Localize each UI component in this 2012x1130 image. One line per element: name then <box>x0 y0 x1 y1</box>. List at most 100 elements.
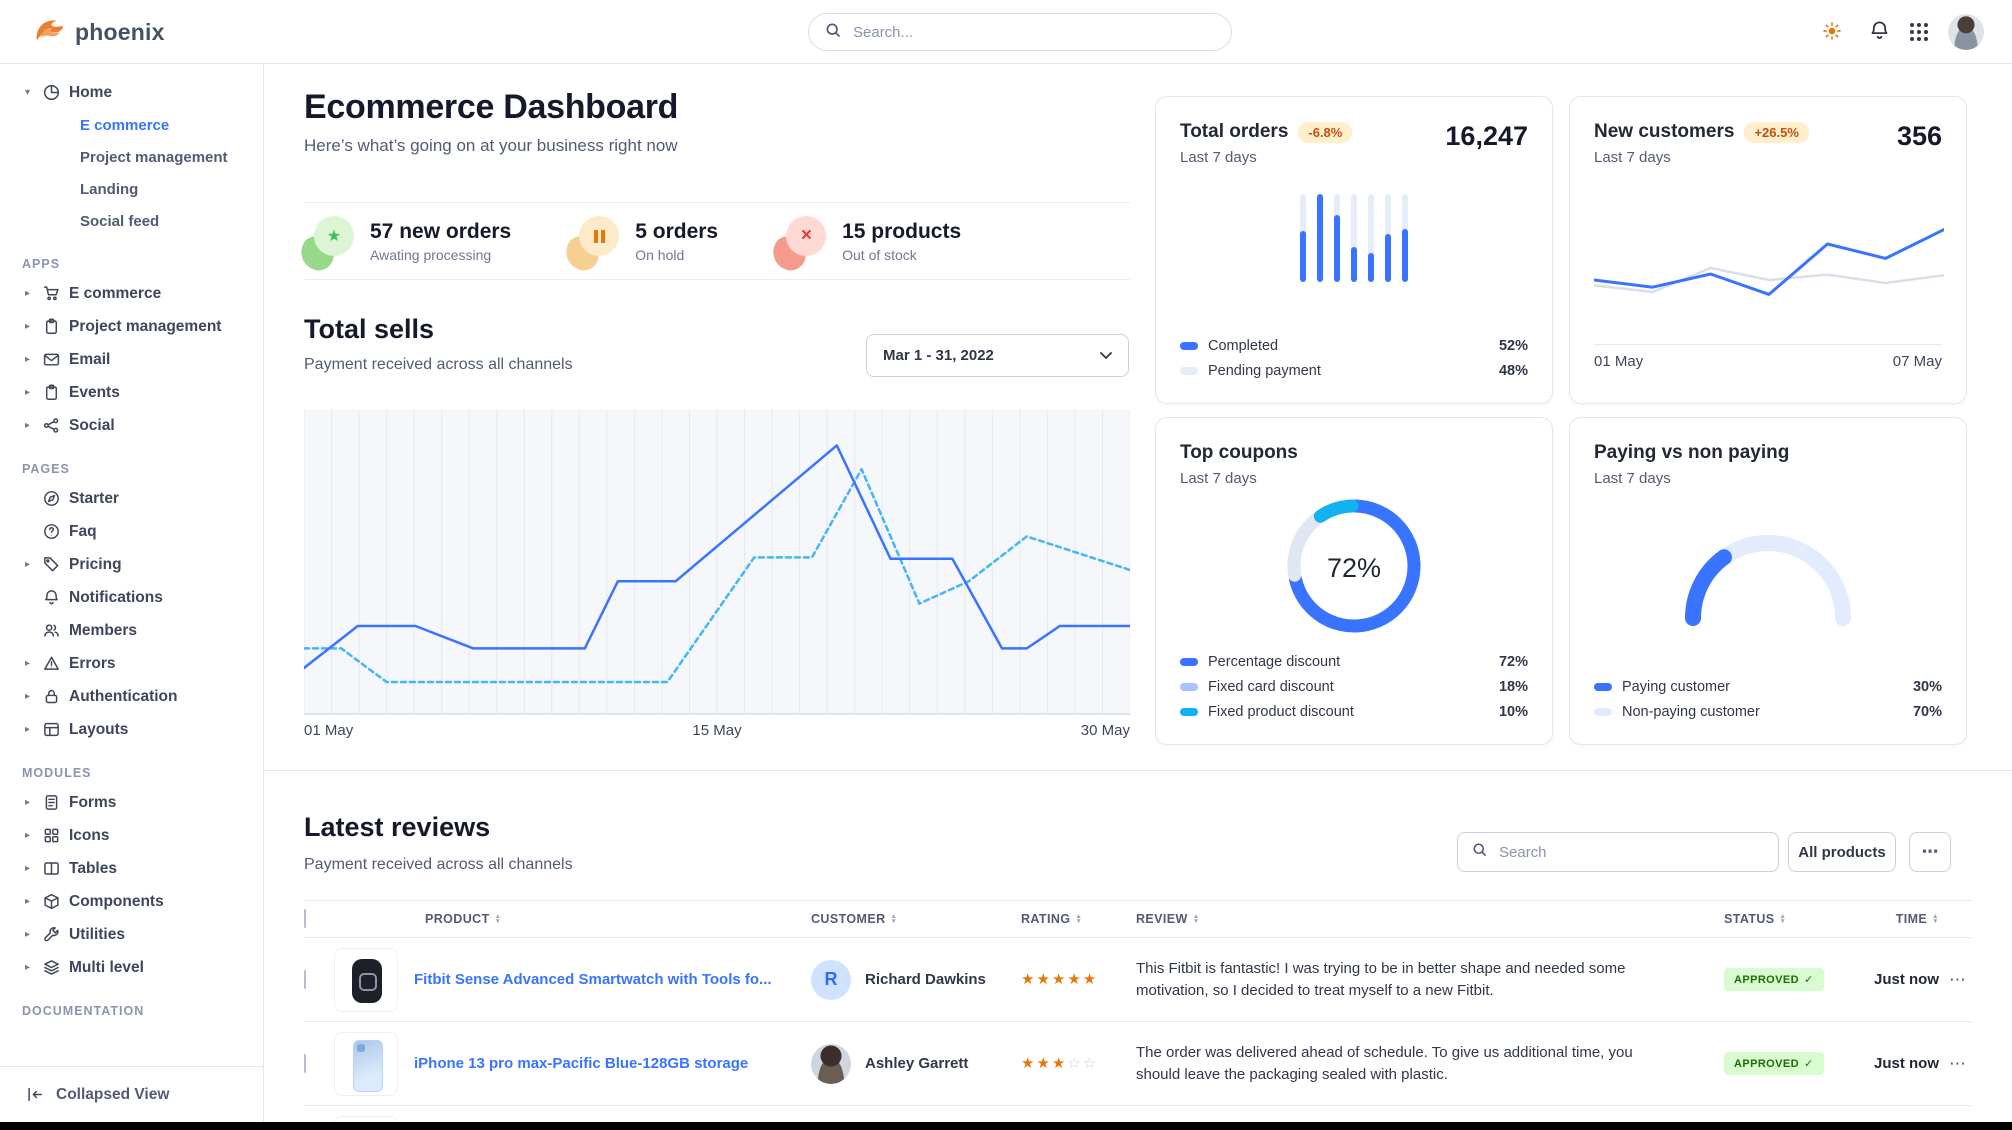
page-title: Ecommerce Dashboard <box>304 88 679 126</box>
tag-icon <box>42 556 60 574</box>
legend-chip-pending <box>1180 367 1198 375</box>
share-nodes-icon <box>42 417 60 435</box>
sidebar-item-multi-level[interactable]: ▸ Multi level <box>0 951 263 984</box>
sidebar-item-project-management[interactable]: Project management <box>80 148 228 166</box>
sidebar-item-social[interactable]: ▸ Social <box>0 409 263 442</box>
total-sells-subtitle: Payment received across all channels <box>304 356 573 373</box>
reviews-more-button[interactable]: ⋯ <box>1909 832 1951 872</box>
sidebar-item-landing[interactable]: Landing <box>80 180 139 198</box>
warning-triangle-icon <box>42 655 60 673</box>
question-circle-icon <box>42 523 60 541</box>
bell-icon <box>1869 20 1890 44</box>
calendar-clipboard-icon <box>42 384 60 402</box>
cube-icon <box>42 893 60 911</box>
sidebar-item-faq[interactable]: Faq <box>0 515 263 548</box>
column-product[interactable]: PRODUCT ▲ ▼ <box>425 912 502 926</box>
search-input[interactable] <box>851 22 1215 42</box>
bottom-bar <box>0 1122 2012 1130</box>
product-thumbnail[interactable] <box>334 947 398 1012</box>
sidebar-item-members[interactable]: Members <box>0 614 263 647</box>
grid-apps-icon <box>1910 23 1928 41</box>
sidebar-item-ecommerce[interactable]: E commerce <box>80 116 170 134</box>
row-checkbox[interactable] <box>304 969 306 989</box>
cart-icon <box>42 285 60 303</box>
row-checkbox[interactable] <box>304 1053 306 1073</box>
top-navbar: phoenix <box>0 0 2012 64</box>
sidebar-item-pricing[interactable]: ▸ Pricing <box>0 548 263 581</box>
sidebar-item-icons[interactable]: ▸ Icons <box>0 819 263 852</box>
product-thumbnail[interactable] <box>334 1031 398 1096</box>
caret-down-icon: ▾ <box>24 87 31 98</box>
chevron-down-icon <box>1100 347 1112 364</box>
file-lines-icon <box>42 794 60 812</box>
caret-right-icon: ▸ <box>24 420 31 431</box>
sidebar-item-events[interactable]: ▸ Events <box>0 376 263 409</box>
card-title: Top coupons <box>1180 442 1298 463</box>
new-customers-chart <box>1594 228 1944 296</box>
app-launcher-button[interactable] <box>1910 23 1928 41</box>
orders-bar-chart <box>1300 194 1408 282</box>
caret-right-icon: ▸ <box>24 387 31 398</box>
column-review[interactable]: REVIEW ▲ ▼ <box>1136 912 1200 926</box>
product-link[interactable]: Fitbit Sense Advanced Smartwatch with To… <box>414 971 772 988</box>
sort-icon: ▲ ▼ <box>1932 913 1939 925</box>
reviews-search-input[interactable] <box>1497 842 1764 862</box>
bell-icon <box>42 589 60 607</box>
card-period: Last 7 days <box>1180 470 1257 487</box>
sidebar-item-errors[interactable]: ▸ Errors <box>0 647 263 680</box>
cross-badge-icon: × <box>769 216 827 274</box>
review-row: iPhone 13 pro max-Pacific Blue-128GB sto… <box>304 1022 1972 1106</box>
sidebar-section-apps: APPS <box>22 257 61 271</box>
row-actions-button[interactable]: ⋯ <box>1943 969 1972 991</box>
column-customer[interactable]: CUSTOMER ▲ ▼ <box>811 912 898 926</box>
column-status[interactable]: STATUS ▲ ▼ <box>1724 912 1787 926</box>
total-sells-x-axis: 01 May 15 May 30 May <box>304 722 1130 739</box>
wrench-icon <box>42 926 60 944</box>
search-icon <box>825 22 841 43</box>
card-value: 356 <box>1896 121 1942 151</box>
sidebar-item-email[interactable]: ▸ Email <box>0 343 263 376</box>
sidebar-item-forms[interactable]: ▸ Forms <box>0 786 263 819</box>
select-all-checkbox[interactable] <box>304 909 306 928</box>
product-link[interactable]: iPhone 13 pro max-Pacific Blue-128GB sto… <box>414 1055 749 1072</box>
sidebar-item-layouts[interactable]: ▸ Layouts <box>0 713 263 746</box>
sidebar-item-starter[interactable]: Starter <box>0 482 263 515</box>
collapse-sidebar-button[interactable]: Collapsed View <box>0 1066 263 1122</box>
sidebar-item-home[interactable]: ▾ Home <box>0 76 263 109</box>
stat-out-of-stock: × 15 products Out of stock <box>769 216 961 274</box>
table-columns-icon <box>42 860 60 878</box>
rating-stars: ★★★☆☆ <box>1021 1055 1099 1072</box>
sidebar-item-social-feed[interactable]: Social feed <box>80 212 160 230</box>
notifications-button[interactable] <box>1869 20 1890 44</box>
global-search[interactable] <box>808 13 1232 51</box>
sidebar-item-ecommerce-app[interactable]: ▸ E commerce <box>0 277 263 310</box>
theme-toggle-button[interactable] <box>1815 15 1849 49</box>
sidebar-item-project-management-app[interactable]: ▸ Project management <box>0 310 263 343</box>
all-products-filter-button[interactable]: All products <box>1788 832 1896 872</box>
sidebar-item-components[interactable]: ▸ Components <box>0 885 263 918</box>
brand-logo[interactable]: phoenix <box>34 0 165 64</box>
row-actions-button[interactable]: ⋯ <box>1943 1053 1972 1075</box>
trend-badge: +26.5% <box>1744 121 1809 143</box>
caret-right-icon: ▸ <box>24 797 31 808</box>
sidebar-item-authentication[interactable]: ▸ Authentication <box>0 680 263 713</box>
sidebar-item-notifications[interactable]: Notifications <box>0 581 263 614</box>
sidebar-item-tables[interactable]: ▸ Tables <box>0 852 263 885</box>
date-range-select[interactable]: Mar 1 - 31, 2022 <box>866 334 1129 377</box>
reviews-search[interactable] <box>1457 832 1779 872</box>
column-rating[interactable]: RATING ▲ ▼ <box>1021 912 1083 926</box>
sort-icon: ▲ ▼ <box>1192 913 1200 925</box>
column-time[interactable]: TIME ▲ ▼ <box>1895 912 1939 926</box>
navbar-actions <box>1815 0 1984 64</box>
x-label-mid: 15 May <box>692 722 742 739</box>
sidebar-nav: ▾ Home E commerce Project management Lan… <box>0 64 264 1130</box>
sort-icon: ▲ ▼ <box>494 913 502 925</box>
sidebar-section-documentation: DOCUMENTATION <box>22 1004 145 1018</box>
total-sells-title: Total sells <box>304 314 435 344</box>
sidebar-item-utilities[interactable]: ▸ Utilities <box>0 918 263 951</box>
user-avatar[interactable] <box>1948 14 1984 50</box>
grid-squares-icon <box>42 827 60 845</box>
stat-orders-on-hold: 5 orders On hold <box>562 216 718 274</box>
sidebar-section-modules: MODULES <box>22 766 92 780</box>
